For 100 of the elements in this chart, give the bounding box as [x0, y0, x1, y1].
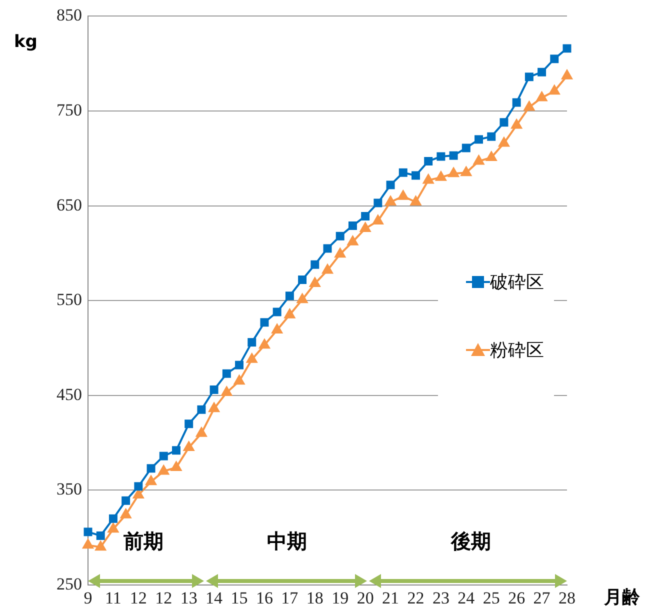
- point: [195, 426, 208, 437]
- point: [120, 508, 132, 518]
- point: [523, 100, 536, 111]
- x-tick-label: 14: [206, 588, 224, 608]
- y-tick-label: 350: [56, 480, 82, 499]
- y-tick-label: 650: [56, 195, 82, 214]
- point: [197, 405, 206, 414]
- point: [134, 482, 143, 491]
- point: [336, 232, 344, 240]
- point: [82, 538, 94, 549]
- point: [348, 221, 357, 230]
- x-tick-label: 24: [458, 588, 476, 608]
- y-axis-title: kg: [14, 32, 38, 52]
- x-tick-label: 20: [356, 588, 374, 608]
- point: [500, 118, 508, 127]
- point: [172, 446, 180, 455]
- x-tick-label: 23: [432, 588, 450, 608]
- annotation: 前期: [122, 529, 164, 554]
- point: [159, 452, 168, 460]
- point: [184, 420, 194, 428]
- point: [422, 173, 434, 184]
- x-tick-label: 22: [407, 588, 424, 608]
- point: [538, 68, 546, 76]
- point: [94, 540, 107, 551]
- point: [260, 318, 269, 327]
- point: [510, 118, 523, 129]
- legend-label: 破砕区: [490, 271, 544, 294]
- point: [550, 54, 559, 64]
- point: [359, 222, 372, 232]
- point: [296, 292, 308, 304]
- point: [308, 276, 321, 288]
- x-tick-label: 25: [482, 588, 500, 608]
- point: [108, 514, 118, 523]
- point: [536, 90, 548, 102]
- point: [84, 528, 92, 536]
- point: [434, 170, 448, 181]
- point: [220, 386, 233, 396]
- x-tick-label: 17: [281, 588, 299, 608]
- point: [210, 385, 218, 394]
- point: [374, 198, 382, 208]
- point: [485, 150, 498, 161]
- point: [410, 195, 422, 206]
- point: [235, 360, 244, 370]
- point: [424, 157, 433, 166]
- x-tick-label: 19: [332, 588, 349, 608]
- x-tick-label: 21: [382, 588, 400, 608]
- point: [472, 154, 485, 165]
- point: [397, 189, 410, 200]
- point: [182, 440, 195, 452]
- x-tick-label: 27: [533, 588, 551, 608]
- point: [411, 171, 420, 180]
- point: [447, 166, 460, 178]
- point: [372, 214, 384, 224]
- x-tick-label: 11: [105, 588, 122, 608]
- point: [271, 322, 284, 334]
- point: [512, 98, 521, 107]
- x-tick-label: 26: [508, 588, 526, 608]
- point: [398, 168, 408, 177]
- point: [258, 338, 271, 349]
- point: [524, 72, 534, 82]
- point: [122, 496, 130, 505]
- point: [346, 234, 359, 246]
- annotation: 後期: [450, 529, 492, 554]
- annotation: 中期: [267, 529, 308, 554]
- point: [460, 166, 472, 176]
- point: [361, 212, 370, 220]
- point: [449, 151, 458, 160]
- point: [285, 292, 294, 300]
- point: [436, 152, 446, 161]
- point: [146, 464, 156, 473]
- y-tick-label: 850: [56, 6, 82, 25]
- point: [562, 44, 572, 53]
- point: [284, 308, 296, 318]
- point: [222, 369, 231, 378]
- point: [386, 180, 395, 190]
- y-tick-label: 250: [56, 574, 82, 594]
- y-tick-label: 450: [56, 384, 82, 404]
- point: [107, 522, 120, 533]
- x-tick-label: 9: [84, 588, 92, 608]
- point: [323, 244, 332, 253]
- x-tick-label: 15: [230, 588, 248, 608]
- x-tick-label: 18: [306, 588, 324, 608]
- point: [474, 135, 484, 144]
- point: [548, 84, 560, 95]
- x-tick-label: 12: [155, 588, 172, 608]
- point: [170, 460, 182, 471]
- y-tick-label: 550: [56, 290, 82, 310]
- y-tick-label: 750: [56, 100, 82, 120]
- point: [208, 402, 220, 412]
- x-axis-title: 月齢: [604, 586, 640, 609]
- x-tick-label: 16: [256, 588, 273, 608]
- x-tick-label: 13: [180, 588, 198, 608]
- point: [310, 260, 320, 269]
- point: [560, 68, 574, 80]
- point: [246, 352, 258, 363]
- point: [462, 144, 470, 152]
- x-tick-label: 12: [130, 588, 147, 608]
- point: [96, 531, 105, 540]
- legend-label: 粉砕区: [490, 339, 544, 362]
- point: [498, 136, 510, 147]
